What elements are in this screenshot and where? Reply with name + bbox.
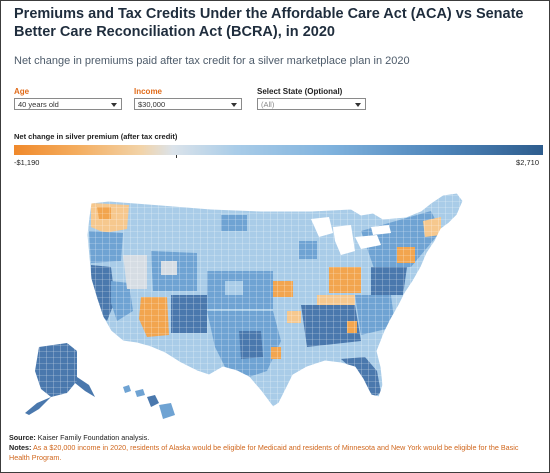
source-text: Kaiser Family Foundation analysis.	[37, 433, 150, 442]
hawaii-region	[123, 385, 175, 419]
source-note: Source: Kaiser Family Foundation analysi…	[9, 433, 149, 442]
notes: Notes: As a $20,000 income in 2020, resi…	[9, 443, 539, 462]
legend-title: Net change in silver premium (after tax …	[14, 132, 178, 141]
legend-zero-tick	[176, 155, 177, 158]
income-select[interactable]: $30,000	[134, 98, 242, 110]
income-select-value: $30,000	[138, 100, 166, 109]
notes-text: As a $20,000 income in 2020, residents o…	[9, 443, 519, 462]
legend-color-bar	[14, 145, 543, 155]
chart-subtitle: Net change in premiums paid after tax cr…	[14, 55, 410, 67]
chevron-down-icon	[111, 103, 117, 107]
age-filter-label: Age	[14, 87, 30, 96]
legend-max-label: $2,710	[516, 158, 539, 167]
state-filter-label: Select State (Optional)	[257, 87, 343, 96]
us-county-map[interactable]	[11, 171, 531, 431]
source-label: Source:	[9, 433, 36, 442]
chart-title: Premiums and Tax Credits Under the Affor…	[14, 6, 524, 40]
contiguous-us-region	[87, 193, 463, 407]
chevron-down-icon	[355, 103, 361, 107]
legend-min-label: -$1,190	[14, 158, 40, 167]
notes-label: Notes:	[9, 443, 32, 452]
income-filter-label: Income	[134, 87, 163, 96]
state-select[interactable]: (All)	[257, 98, 366, 110]
alaska-region	[25, 343, 95, 415]
state-select-value: (All)	[261, 100, 275, 109]
age-select[interactable]: 40 years old	[14, 98, 122, 110]
age-select-value: 40 years old	[18, 100, 59, 109]
chevron-down-icon	[231, 103, 237, 107]
